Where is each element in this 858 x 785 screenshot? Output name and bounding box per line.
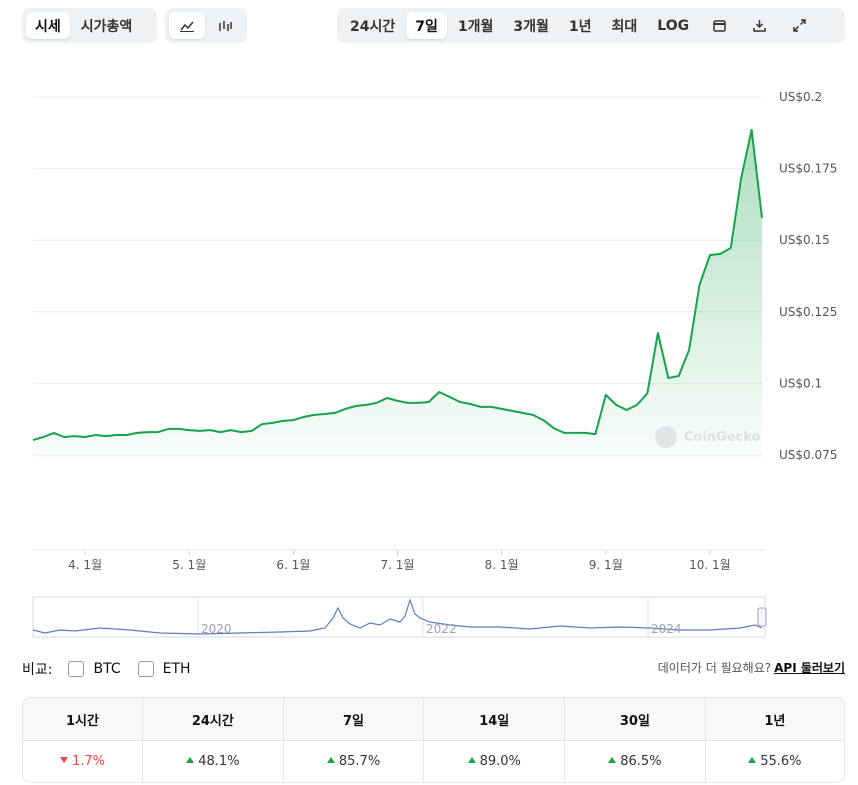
- header-cell: 1년: [705, 698, 844, 741]
- value-cell: 86.5%: [565, 741, 706, 782]
- y-tick-label: US$0.075: [779, 448, 837, 462]
- download-button[interactable]: [740, 12, 778, 39]
- value-cell: 48.1%: [143, 741, 284, 782]
- navigator-handle[interactable]: [757, 607, 767, 627]
- direction-arrow: [326, 757, 335, 763]
- calendar-button[interactable]: [700, 12, 738, 39]
- prompt-text: 데이터가 더 필요해요?: [657, 661, 772, 675]
- value-cell: 55.6%: [706, 741, 844, 782]
- header-cell: 1시간: [23, 698, 143, 741]
- navigator-label: 2024: [651, 622, 682, 636]
- x-tick-label: 9. 1월: [589, 558, 623, 572]
- compare-row: 비교: BTC ETH: [22, 659, 191, 679]
- x-tick-label: 4. 1월: [68, 558, 102, 572]
- grid: US$0.075 US$0.1 US$0.125 US$0.15 US$0.175 US$…: [33, 90, 837, 572]
- api-link[interactable]: API 둘러보기: [774, 661, 845, 675]
- change-table: 1시간 24시간 7일 14일 30일 1년 1.7% 48.1% 85.7% 89.0% 86.…: [22, 697, 845, 783]
- candle-icon: [219, 20, 232, 31]
- x-tick-label: 6. 1월: [276, 558, 310, 572]
- watermark: CoinGecko: [655, 426, 761, 448]
- plot: [32, 128, 763, 460]
- compare-label: 비교:: [22, 662, 53, 678]
- y-tick-label: US$0.1: [779, 376, 822, 390]
- change-value: 1.7%: [71, 754, 106, 769]
- change-value: 86.5%: [620, 754, 662, 769]
- y-tick-label: US$0.175: [779, 162, 837, 176]
- watermark-logo: [655, 426, 677, 448]
- x-tick-label: 5. 1월: [172, 558, 206, 572]
- expand-icon: [792, 19, 806, 32]
- compare-option[interactable]: ETH: [162, 661, 191, 677]
- navigator-line: [32, 598, 763, 635]
- y-tick-label: US$0.2: [779, 90, 822, 104]
- line-chart-button[interactable]: [169, 12, 205, 39]
- chart-style-tabs: [165, 8, 247, 43]
- compare-option[interactable]: BTC: [93, 661, 121, 677]
- x-tick-label: 7. 1월: [381, 558, 415, 572]
- range-tab[interactable]: 1개월: [457, 18, 494, 35]
- checkbox[interactable]: [68, 661, 85, 677]
- range-tab[interactable]: 3개월: [513, 18, 549, 35]
- fullscreen-button[interactable]: [780, 12, 818, 39]
- range-tab[interactable]: 1년: [568, 18, 592, 35]
- header-cell: 7일: [283, 698, 425, 741]
- calendar-icon: [712, 20, 726, 32]
- navigator-frame: [32, 596, 766, 638]
- direction-arrow: [467, 757, 476, 763]
- navigator-label: 2020: [201, 622, 232, 636]
- api-prompt: 데이터가 더 필요해요? API 둘러보기: [658, 659, 845, 676]
- range-tab[interactable]: 24시간: [350, 18, 396, 35]
- range-tab[interactable]: 최대: [611, 18, 638, 35]
- value-row: 1.7% 48.1% 85.7% 89.0% 86.5% 55.6%: [23, 741, 844, 782]
- chart: US$0.075 US$0.1 US$0.125 US$0.15 US$0.175 US$…: [32, 90, 837, 638]
- watermark-text: CoinGecko: [684, 430, 761, 445]
- price-line: [32, 128, 763, 442]
- y-tick-label: US$0.125: [779, 305, 837, 319]
- value-cell: 1.7%: [23, 741, 143, 782]
- value-cell: 85.7%: [284, 741, 425, 782]
- download-icon: [752, 20, 766, 32]
- change-value: 85.7%: [338, 754, 381, 769]
- checkbox[interactable]: [137, 661, 154, 677]
- header-cell: 14일: [424, 698, 566, 741]
- header-row: 1시간 24시간 7일 14일 30일 1년: [23, 698, 844, 741]
- metric-tabs: 시세 시가총액: [22, 8, 157, 43]
- price-area: [33, 129, 762, 460]
- y-tick-label: US$0.15: [779, 233, 830, 247]
- x-tick-label: 10. 1월: [689, 558, 731, 572]
- candle-chart-button[interactable]: [207, 12, 243, 39]
- tab-market-cap[interactable]: 시가총액: [80, 18, 133, 35]
- tab-price[interactable]: 시세: [26, 12, 70, 39]
- change-value: 48.1%: [198, 754, 240, 769]
- direction-arrow: [748, 757, 757, 763]
- direction-arrow: [608, 757, 617, 763]
- direction-arrow: [59, 757, 68, 763]
- navigator: 2020 2022 2024: [32, 596, 767, 638]
- range-tabs: 24시간 7일 1개월 3개월 1년 최대 LOG: [337, 8, 845, 43]
- value-cell: 89.0%: [424, 741, 566, 782]
- range-tab[interactable]: LOG: [657, 17, 690, 34]
- range-tab[interactable]: 7일: [406, 12, 447, 39]
- change-value: 89.0%: [479, 754, 521, 769]
- navigator-label: 2022: [426, 622, 457, 636]
- header-cell: 24시간: [143, 698, 284, 741]
- change-value: 55.6%: [760, 754, 802, 769]
- x-tick-label: 8. 1월: [485, 558, 519, 572]
- header-cell: 30일: [565, 698, 706, 741]
- line-icon: [180, 21, 194, 32]
- direction-arrow: [186, 757, 195, 763]
